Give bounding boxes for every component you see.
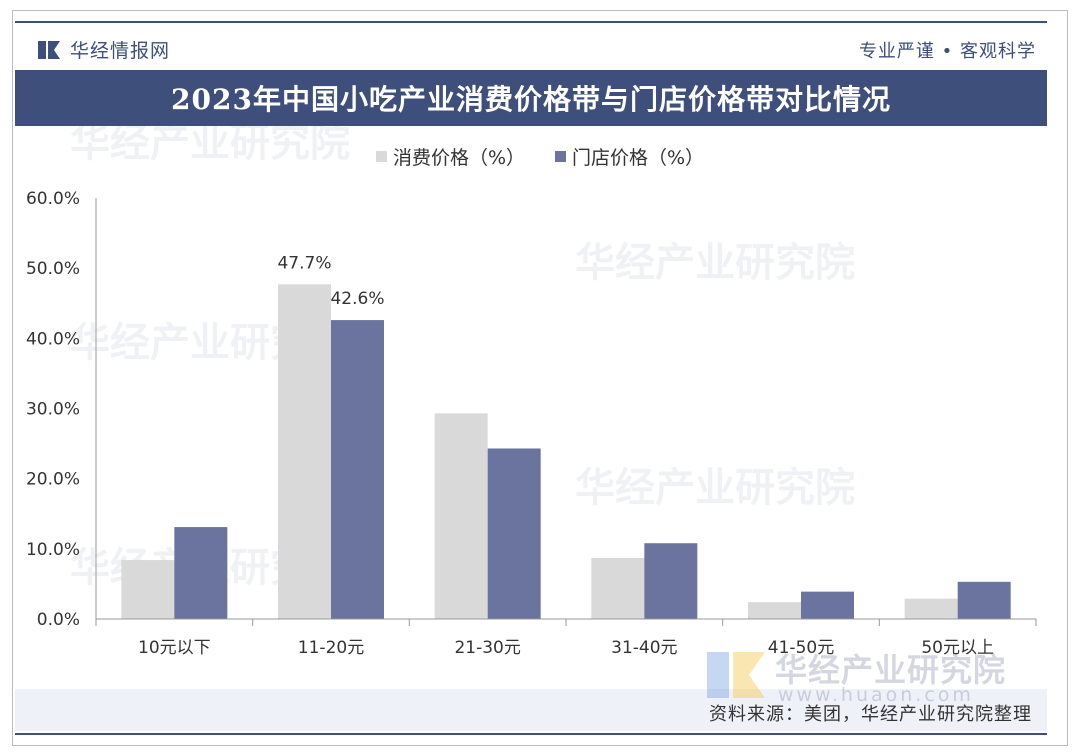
y-tick-label: 30.0% (26, 400, 80, 420)
bar-consumption (278, 284, 331, 619)
data-label: 42.6% (330, 289, 384, 309)
x-tick-label: 41-50元 (768, 638, 834, 658)
y-tick-label: 60.0% (26, 189, 80, 209)
legend: 消费价格（%） 门店价格（%） (0, 143, 1080, 170)
source-note: 资料来源：美团，华经产业研究院整理 (709, 704, 1032, 725)
title-bar: 2023年中国小吃产业消费价格带与门店价格带对比情况 (15, 70, 1047, 126)
watermark-logo-name: 华经产业研究院 (775, 651, 1007, 689)
brand: 华经情报网 (38, 36, 170, 63)
bar-store (331, 320, 384, 619)
legend-label-consumption: 消费价格（%） (392, 147, 525, 169)
y-tick-label: 40.0% (26, 329, 80, 349)
x-axis: 10元以下 11-20元 21-30元 31-40元 41-50元 50元以上 (95, 618, 1037, 658)
bar-consumption (434, 413, 488, 619)
legend-item-store: 门店价格（%） (555, 143, 704, 170)
y-tick-label: 50.0% (26, 259, 80, 279)
legend-label-store: 门店价格（%） (572, 147, 705, 169)
brand-name: 华经情报网 (70, 40, 171, 62)
legend-swatch-store (555, 151, 566, 162)
y-tick-label: 0.0% (37, 610, 80, 630)
chart-frame (12, 10, 1068, 746)
data-label: 47.7% (277, 253, 331, 273)
bar-consumption (591, 557, 645, 619)
y-tick-label: 10.0% (26, 540, 80, 560)
y-axis: 0.0% 10.0% 20.0% 30.0% 40.0% 50.0% 60.0% (26, 189, 97, 630)
bar-consumption (748, 602, 801, 619)
bar-store (957, 581, 1011, 619)
bar-store (174, 527, 228, 619)
x-tick-label: 11-20元 (298, 638, 364, 658)
bar-store (801, 591, 854, 619)
x-tick-label: 31-40元 (611, 638, 677, 658)
bar-store (487, 448, 541, 619)
chart-title: 2023年中国小吃产业消费价格带与门店价格带对比情况 (171, 83, 891, 116)
brand-logo-icon (38, 40, 60, 59)
y-tick-label: 20.0% (26, 470, 80, 490)
legend-item-consumption: 消费价格（%） (375, 143, 525, 170)
slogan: 专业严谨 • 客观科学 (858, 41, 1036, 62)
legend-swatch-consumption (375, 151, 387, 162)
x-tick-label: 21-30元 (454, 638, 520, 658)
x-tick-label: 50元以上 (921, 638, 994, 658)
x-tick-label: 10元以下 (138, 638, 211, 658)
top-rule (15, 21, 1047, 23)
bar-consumption (904, 598, 958, 619)
bar-consumption (121, 560, 175, 619)
bottom-rule (15, 733, 1047, 735)
footer-strip (15, 689, 1047, 731)
bars (121, 284, 1011, 619)
bar-store (644, 543, 698, 619)
watermark-logo-icon (707, 652, 765, 698)
watermark-logo-url: www.huaon.com (778, 684, 974, 706)
data-labels: 47.7% 42.6% (277, 253, 384, 309)
bar-chart: 0.0% 10.0% 20.0% 30.0% 40.0% 50.0% 60.0% 10元以下… (26, 189, 1037, 658)
